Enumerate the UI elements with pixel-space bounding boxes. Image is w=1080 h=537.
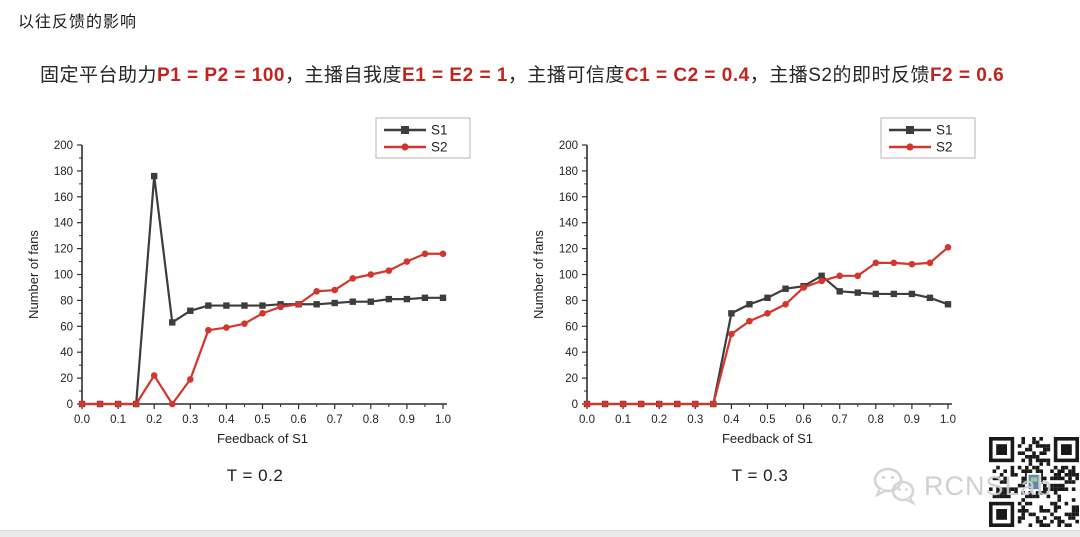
svg-text:0.1: 0.1: [615, 414, 631, 426]
param-value-c: C1 = C2 = 0.4: [624, 65, 750, 86]
chart-caption-t03: T = 0.3: [731, 466, 789, 485]
svg-text:Number of fans: Number of fans: [26, 230, 41, 319]
svg-text:40: 40: [60, 347, 73, 359]
svg-text:140: 140: [559, 218, 578, 230]
svg-text:S1: S1: [431, 123, 448, 138]
svg-text:0.7: 0.7: [832, 414, 848, 426]
param-value-p: P1 = P2 = 100: [157, 65, 286, 86]
svg-text:0.2: 0.2: [146, 414, 162, 426]
svg-text:0.5: 0.5: [255, 414, 271, 426]
line-chart-t02: 0.0 0.1 0.2 0.3 0.4 0.5 0.6 0.7 0.8 0.9 1.0 0 20 40 60…: [26, 117, 471, 446]
svg-text:0: 0: [67, 399, 73, 411]
svg-text:1.0: 1.0: [435, 414, 451, 426]
param-text: ，主播可信度: [507, 65, 625, 86]
svg-text:0.6: 0.6: [291, 414, 307, 426]
param-text: ，主播S2的即时反馈: [749, 65, 930, 86]
svg-text:0.1: 0.1: [110, 414, 126, 426]
svg-text:100: 100: [559, 270, 578, 282]
svg-text:0.3: 0.3: [687, 414, 703, 426]
svg-text:Number of fans: Number of fans: [531, 230, 546, 319]
svg-text:0.4: 0.4: [723, 414, 740, 426]
svg-text:20: 20: [565, 373, 578, 385]
svg-text:60: 60: [60, 321, 73, 333]
svg-text:100: 100: [54, 270, 73, 282]
svg-text:0.9: 0.9: [399, 414, 415, 426]
svg-text:Feedback of S1: Feedback of S1: [722, 431, 813, 446]
svg-text:40: 40: [565, 347, 578, 359]
svg-text:Feedback of S1: Feedback of S1: [217, 431, 308, 446]
param-text: ，主播自我度: [285, 65, 403, 86]
svg-text:0.9: 0.9: [904, 414, 920, 426]
qr-code: [989, 437, 1079, 527]
chart-t02: 0.0 0.1 0.2 0.3 0.4 0.5 0.6 0.7 0.8 0.9 1.0 0 20 40 60…: [20, 110, 490, 486]
svg-text:0.8: 0.8: [868, 414, 884, 426]
svg-text:80: 80: [60, 295, 73, 307]
svg-text:0.7: 0.7: [327, 414, 343, 426]
svg-text:0.8: 0.8: [363, 414, 379, 426]
svg-text:S2: S2: [431, 140, 448, 155]
svg-text:120: 120: [559, 244, 578, 256]
svg-text:120: 120: [54, 244, 73, 256]
svg-text:80: 80: [565, 295, 578, 307]
page-title: 以往反馈的影响: [18, 14, 138, 31]
svg-text:0.3: 0.3: [182, 414, 198, 426]
chart-caption-t02: T = 0.2: [226, 466, 284, 485]
svg-text:160: 160: [54, 192, 73, 204]
svg-text:200: 200: [559, 140, 578, 152]
param-text: 固定平台助力: [40, 65, 158, 86]
param-value-f: F2 = 0.6: [929, 65, 1005, 86]
svg-text:S1: S1: [936, 123, 953, 138]
svg-text:20: 20: [60, 373, 73, 385]
svg-text:160: 160: [559, 192, 578, 204]
svg-text:1.0: 1.0: [940, 414, 956, 426]
param-value-e: E1 = E2 = 1: [402, 65, 508, 86]
bottom-divider: [0, 530, 1080, 537]
svg-text:0: 0: [572, 399, 578, 411]
svg-text:0.6: 0.6: [796, 414, 812, 426]
svg-text:0.2: 0.2: [651, 414, 667, 426]
svg-text:140: 140: [54, 218, 73, 230]
line-chart-t03: 0.0 0.1 0.2 0.3 0.4 0.5 0.6 0.7 0.8 0.9 1.0 0 20 40 60…: [531, 117, 976, 446]
svg-text:S2: S2: [936, 140, 953, 155]
svg-text:0.0: 0.0: [579, 414, 595, 426]
svg-text:180: 180: [54, 166, 73, 178]
svg-text:180: 180: [559, 166, 578, 178]
parameters-line: 固定平台助力P1 = P2 = 100，主播自我度E1 = E2 = 1，主播可…: [40, 60, 1004, 87]
svg-text:0.4: 0.4: [218, 414, 235, 426]
svg-text:200: 200: [54, 140, 73, 152]
svg-text:60: 60: [565, 321, 578, 333]
svg-text:0.5: 0.5: [760, 414, 776, 426]
svg-text:0.0: 0.0: [74, 414, 90, 426]
chart-t03: 0.0 0.1 0.2 0.3 0.4 0.5 0.6 0.7 0.8 0.9 1.0 0 20 40 60…: [525, 110, 995, 486]
